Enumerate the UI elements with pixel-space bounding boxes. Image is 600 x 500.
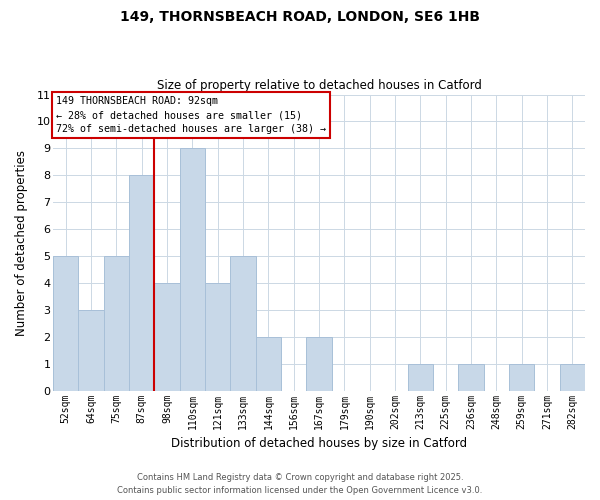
- Text: 149 THORNSBEACH ROAD: 92sqm
← 28% of detached houses are smaller (15)
72% of sem: 149 THORNSBEACH ROAD: 92sqm ← 28% of det…: [56, 96, 326, 134]
- Bar: [230, 256, 256, 390]
- Bar: [560, 364, 585, 390]
- Bar: [154, 283, 180, 391]
- Bar: [53, 256, 79, 390]
- Bar: [408, 364, 433, 390]
- Bar: [205, 283, 230, 391]
- Text: Contains HM Land Registry data © Crown copyright and database right 2025.
Contai: Contains HM Land Registry data © Crown c…: [118, 474, 482, 495]
- Bar: [458, 364, 484, 390]
- Title: Size of property relative to detached houses in Catford: Size of property relative to detached ho…: [157, 79, 481, 92]
- Bar: [180, 148, 205, 390]
- Bar: [104, 256, 129, 390]
- Text: 149, THORNSBEACH ROAD, LONDON, SE6 1HB: 149, THORNSBEACH ROAD, LONDON, SE6 1HB: [120, 10, 480, 24]
- Bar: [307, 337, 332, 390]
- Bar: [129, 176, 154, 390]
- Y-axis label: Number of detached properties: Number of detached properties: [15, 150, 28, 336]
- X-axis label: Distribution of detached houses by size in Catford: Distribution of detached houses by size …: [171, 437, 467, 450]
- Bar: [509, 364, 535, 390]
- Bar: [256, 337, 281, 390]
- Bar: [79, 310, 104, 390]
